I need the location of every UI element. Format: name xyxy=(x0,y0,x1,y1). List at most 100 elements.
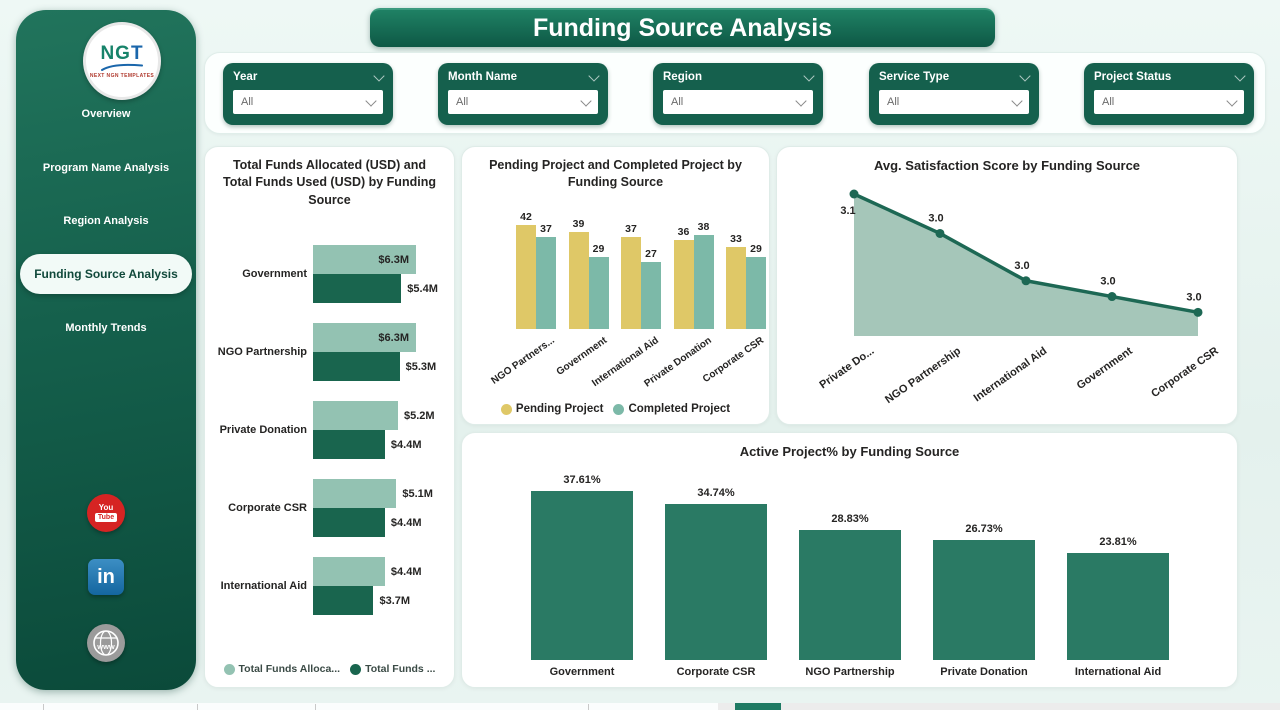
bar-value-label: $4.4M xyxy=(390,438,422,451)
filter-service-type: Service Type All xyxy=(869,63,1039,125)
legend-item: Pending Project xyxy=(500,403,603,415)
filter-label: Month Name xyxy=(448,71,517,83)
category-label: Private Donation xyxy=(219,423,307,436)
filter-dropdown[interactable]: All xyxy=(1094,90,1244,114)
tab-strip-pages[interactable] xyxy=(0,703,718,710)
x-axis-label: Private Do... xyxy=(817,345,877,392)
sidebar-item-overview[interactable]: Overview xyxy=(81,108,131,120)
filter-dropdown[interactable]: All xyxy=(663,90,813,114)
allocated-bar[interactable]: $6.3M xyxy=(313,323,416,352)
allocated-bar[interactable]: $5.1M xyxy=(313,479,433,508)
bar-group: $5.1M $4.4M xyxy=(313,479,450,537)
funds-row: Corporate CSR $5.1M $4.4M xyxy=(211,469,450,547)
sidebar-item-program-name-analysis[interactable]: Program Name Analysis xyxy=(42,162,170,174)
used-bar[interactable]: $3.7M xyxy=(313,586,410,615)
funds-chart: Government $6.3M $5.4M NGO Partnership $6.3M… xyxy=(211,235,450,627)
bar-value-label: $5.3M xyxy=(405,360,437,373)
bar-value-label: $5.1M xyxy=(402,487,433,500)
pending-bar[interactable] xyxy=(726,247,746,329)
completed-bar[interactable] xyxy=(588,257,609,329)
bar-value-label: 23.81% xyxy=(1099,535,1137,548)
satisfaction-x-axis: Private Do... NGO Partnership Internationa… xyxy=(777,339,1239,419)
social-website[interactable]: www xyxy=(16,624,196,662)
social-youtube[interactable]: You Tube xyxy=(16,494,196,532)
funds-row: Government $6.3M $5.4M xyxy=(211,235,450,313)
x-axis-label: NGO Partners... xyxy=(488,335,557,387)
filter-header: Region xyxy=(663,69,815,83)
category-label: NGO Partnership xyxy=(805,666,895,678)
allocated-bar[interactable]: $4.4M xyxy=(313,557,422,586)
allocated-bar[interactable]: $6.3M xyxy=(313,245,416,274)
logo-t: T xyxy=(130,42,144,64)
active-pct-bar[interactable] xyxy=(933,539,1035,660)
pending-bar[interactable] xyxy=(516,224,536,329)
chevron-down-icon[interactable] xyxy=(365,94,377,107)
legend-dot xyxy=(223,663,235,675)
tab-divider xyxy=(43,704,44,710)
page-tab-strip[interactable] xyxy=(0,703,1280,710)
chevron-down-icon[interactable] xyxy=(588,69,600,82)
allocated-bar[interactable]: $5.2M xyxy=(313,401,435,430)
completed-bar[interactable] xyxy=(536,237,556,329)
active-pct-bar[interactable] xyxy=(1067,552,1169,660)
pending-bar[interactable] xyxy=(568,232,589,329)
tab-divider xyxy=(197,704,198,710)
pending-bar[interactable] xyxy=(673,239,694,329)
filter-dropdown[interactable]: All xyxy=(233,90,383,114)
used-bar[interactable]: $5.4M xyxy=(313,274,438,303)
completed-bar[interactable] xyxy=(693,234,714,329)
legend-dot xyxy=(613,403,625,415)
active-pct-bar[interactable] xyxy=(531,490,633,660)
used-bar[interactable]: $4.4M xyxy=(313,430,422,459)
data-point[interactable] xyxy=(1193,307,1203,317)
pending-completed-chart-card: Pending Project and Completed Project by… xyxy=(461,146,770,425)
satisfaction-chart[interactable]: 3.1 3.0 3.0 3.0 3.0 xyxy=(777,147,1239,347)
data-point[interactable] xyxy=(849,189,859,199)
filter-value: All xyxy=(887,96,900,108)
data-point[interactable] xyxy=(935,228,945,238)
chevron-down-icon[interactable] xyxy=(1234,69,1246,82)
chevron-down-icon[interactable] xyxy=(803,69,815,82)
tab-divider xyxy=(588,704,589,710)
bar-value-label: $4.4M xyxy=(390,516,422,529)
filter-label: Service Type xyxy=(879,71,950,83)
sidebar-item-funding-source-analysis[interactable]: Funding Source Analysis xyxy=(20,254,192,294)
pending-bar[interactable] xyxy=(621,237,641,329)
social-linkedin[interactable]: in xyxy=(16,559,196,595)
chart-title: Active Project% by Funding Source xyxy=(739,444,960,459)
used-bar[interactable]: $4.4M xyxy=(313,508,422,537)
filter-dropdown[interactable]: All xyxy=(879,90,1029,114)
chevron-down-icon[interactable] xyxy=(373,69,385,82)
chevron-down-icon[interactable] xyxy=(1226,94,1238,107)
x-axis-label: Corporate CSR xyxy=(1149,345,1221,401)
chevron-down-icon[interactable] xyxy=(795,94,807,107)
sidebar-item-monthly-trends[interactable]: Monthly Trends xyxy=(65,322,147,334)
logo-swoosh-icon xyxy=(101,63,143,71)
filter-value: All xyxy=(456,96,469,108)
used-bar[interactable]: $5.3M xyxy=(313,352,436,381)
chevron-down-icon[interactable] xyxy=(580,94,592,107)
youtube-icon[interactable]: You Tube xyxy=(87,494,125,532)
filter-dropdown[interactable]: All xyxy=(448,90,598,114)
legend-item: Total Funds Alloca... xyxy=(223,663,340,675)
completed-bar[interactable] xyxy=(746,257,766,329)
bar-value-label: $6.3M xyxy=(378,253,409,266)
completed-bar[interactable] xyxy=(641,262,661,329)
data-point[interactable] xyxy=(1021,276,1031,286)
filter-header: Service Type xyxy=(879,69,1031,83)
sidebar-item-region-analysis[interactable]: Region Analysis xyxy=(63,215,149,227)
chevron-down-icon[interactable] xyxy=(1019,69,1031,82)
x-axis-label: International Aid xyxy=(971,345,1049,405)
linkedin-icon[interactable]: in xyxy=(88,559,124,595)
bar-value-label: $6.3M xyxy=(378,331,409,344)
bar-group: $6.3M $5.4M xyxy=(313,245,450,303)
point-value-label: 3.1 xyxy=(840,205,855,217)
globe-icon[interactable]: www xyxy=(87,624,125,662)
chart-title: Total Funds Allocated (USD) and Total Fu… xyxy=(223,158,436,207)
legend-label: Completed Project xyxy=(628,403,731,415)
active-pct-bar[interactable] xyxy=(665,503,767,660)
chevron-down-icon[interactable] xyxy=(1011,94,1023,107)
active-pct-bar[interactable] xyxy=(799,530,901,660)
active-tab-indicator[interactable] xyxy=(735,703,781,710)
data-point[interactable] xyxy=(1107,292,1117,302)
